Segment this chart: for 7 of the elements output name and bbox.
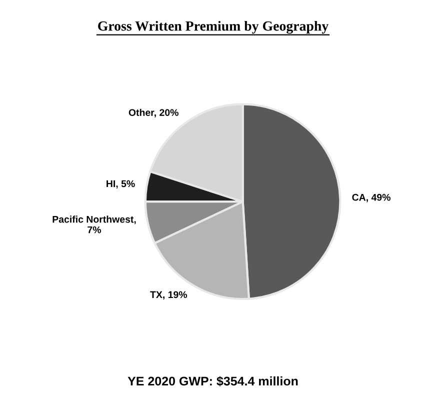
chart-title: Gross Written Premium by Geography <box>98 20 328 34</box>
slice-label: Pacific Northwest, 7% <box>52 216 136 234</box>
slice-label: CA, 49% <box>352 194 390 202</box>
slice-label: HI, 5% <box>106 180 135 189</box>
text: YE 2020 GWP: $354.4 million <box>128 376 298 386</box>
slice-label: Other, 20% <box>128 108 178 118</box>
slice-label: TX, 19% <box>150 291 188 300</box>
